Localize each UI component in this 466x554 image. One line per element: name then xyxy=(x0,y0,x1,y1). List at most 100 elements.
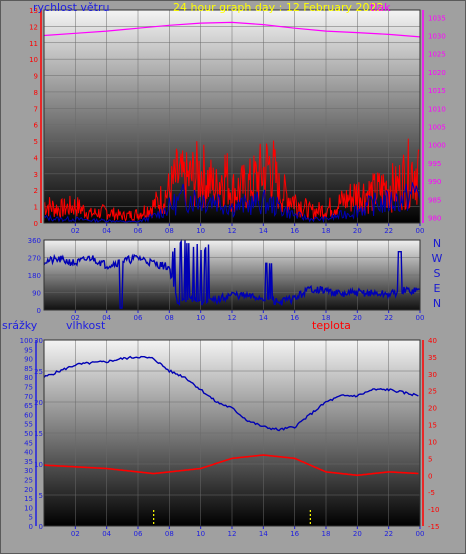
pressure-tick-label: 1025 xyxy=(428,51,446,59)
direction-tick-label: 360 xyxy=(28,237,41,245)
pressure-label: tlak xyxy=(370,1,391,14)
compass-label-e: E xyxy=(434,282,441,295)
x-tick-label: 00 xyxy=(416,314,425,322)
x-tick-label: 14 xyxy=(259,314,268,322)
humidity-tick-label: 15 xyxy=(34,430,43,438)
humidity-tick-label: 30 xyxy=(34,337,43,345)
x-tick-label: 08 xyxy=(165,314,174,322)
rain-tick-label: 90 xyxy=(24,356,33,364)
rain-tick-label: 55 xyxy=(24,421,33,429)
wind-tick-label: 8 xyxy=(34,89,38,97)
rain-tick-label: 30 xyxy=(24,467,33,475)
pressure-tick-label: 1000 xyxy=(428,142,446,150)
humidity-line xyxy=(43,355,419,432)
x-tick-label: 16 xyxy=(290,227,299,235)
x-tick-label: 08 xyxy=(165,530,174,538)
x-tick-label: 20 xyxy=(353,227,362,235)
compass-label-w: W xyxy=(432,252,443,265)
x-tick-label: 02 xyxy=(71,530,80,538)
wind-tick-label: 7 xyxy=(34,105,38,113)
x-tick-label: 22 xyxy=(384,314,393,322)
temperature-line xyxy=(43,454,419,477)
pressure-tick-label: 995 xyxy=(428,160,441,168)
x-tick-label: 18 xyxy=(322,530,331,538)
rain-tick-label: 40 xyxy=(24,449,33,457)
wind-direction-line xyxy=(43,238,421,309)
humidity-tick-label: 20 xyxy=(34,399,43,407)
compass-label-n: N xyxy=(433,297,441,310)
x-tick-label: 04 xyxy=(102,530,111,538)
x-tick-label: 20 xyxy=(353,530,362,538)
wind-tick-label: 0 xyxy=(34,220,38,228)
rain-tick-label: 25 xyxy=(24,477,33,485)
wind-tick-label: 10 xyxy=(29,56,38,64)
rain-label: srážky xyxy=(2,319,38,332)
temperature-tick-label: 5 xyxy=(428,455,432,463)
x-tick-label: 16 xyxy=(290,530,299,538)
direction-tick-label: 0 xyxy=(37,307,41,315)
pressure-line xyxy=(43,21,421,38)
x-tick-label: 12 xyxy=(228,227,237,235)
rain-tick-label: 95 xyxy=(24,346,33,354)
wind-tick-label: 11 xyxy=(29,40,38,48)
rain-tick-label: 50 xyxy=(24,430,33,438)
x-tick-label: 00 xyxy=(416,227,425,235)
pressure-tick-label: 980 xyxy=(428,215,441,223)
rain-tick-label: 45 xyxy=(24,439,33,447)
wind-tick-label: 5 xyxy=(34,138,38,146)
temperature-label: teplota xyxy=(312,319,351,332)
temperature-tick-label: 10 xyxy=(428,438,437,446)
x-tick-label: 12 xyxy=(228,530,237,538)
humidity-tick-label: 0 xyxy=(39,523,43,531)
x-tick-label: 22 xyxy=(384,530,393,538)
humidity-tick-label: 5 xyxy=(39,492,43,500)
direction-tick-label: 90 xyxy=(32,290,41,298)
temperature-tick-label: 35 xyxy=(428,354,437,362)
wind-tick-label: 1 xyxy=(34,204,38,212)
compass-label-n: N xyxy=(433,237,441,250)
plot-border xyxy=(43,239,421,311)
rain-tick-label: 60 xyxy=(24,411,33,419)
x-tick-label: 14 xyxy=(259,530,268,538)
x-tick-label: 20 xyxy=(353,314,362,322)
compass-label-s: S xyxy=(434,267,441,280)
rain-tick-label: 100 xyxy=(20,337,33,345)
x-tick-label: 10 xyxy=(196,227,205,235)
plot-border xyxy=(43,9,421,224)
x-tick-label: 14 xyxy=(259,227,268,235)
wind-gust-line xyxy=(43,138,420,222)
humidity-label: vlhkost xyxy=(66,319,106,332)
x-tick-label: 10 xyxy=(196,530,205,538)
x-tick-label: 00 xyxy=(416,530,425,538)
rain-tick-label: 15 xyxy=(24,495,33,503)
temperature-tick-label: -15 xyxy=(428,523,439,531)
x-tick-label: 22 xyxy=(384,227,393,235)
x-tick-label: 10 xyxy=(196,314,205,322)
temperature-tick-label: 25 xyxy=(428,388,437,396)
rain-tick-label: 10 xyxy=(24,504,33,512)
x-tick-label: 02 xyxy=(71,227,80,235)
pressure-tick-label: 1005 xyxy=(428,124,446,132)
pressure-tick-label: 1020 xyxy=(428,69,446,77)
x-tick-label: 08 xyxy=(165,227,174,235)
wind-tick-label: 2 xyxy=(34,187,38,195)
pressure-tick-label: 1010 xyxy=(428,105,446,113)
x-tick-label: 06 xyxy=(134,314,143,322)
wind-tick-label: 4 xyxy=(34,154,39,162)
rain-tick-label: 65 xyxy=(24,402,33,410)
x-tick-label: 04 xyxy=(102,227,111,235)
wind-tick-label: 12 xyxy=(29,23,38,31)
temperature-tick-label: 30 xyxy=(428,371,437,379)
rain-tick-label: 5 xyxy=(29,514,33,522)
chart-title: 24 hour graph day : 12 February 2022 xyxy=(173,1,384,14)
pressure-tick-label: 1015 xyxy=(428,87,446,95)
pressure-tick-label: 990 xyxy=(428,178,441,186)
pressure-tick-label: 1035 xyxy=(428,14,446,22)
rain-tick-label: 75 xyxy=(24,384,33,392)
wind-tick-label: 6 xyxy=(34,122,39,130)
x-tick-label: 04 xyxy=(102,314,111,322)
temperature-tick-label: -10 xyxy=(428,506,439,514)
temperature-tick-label: 20 xyxy=(428,405,437,413)
x-tick-label: 18 xyxy=(322,314,331,322)
